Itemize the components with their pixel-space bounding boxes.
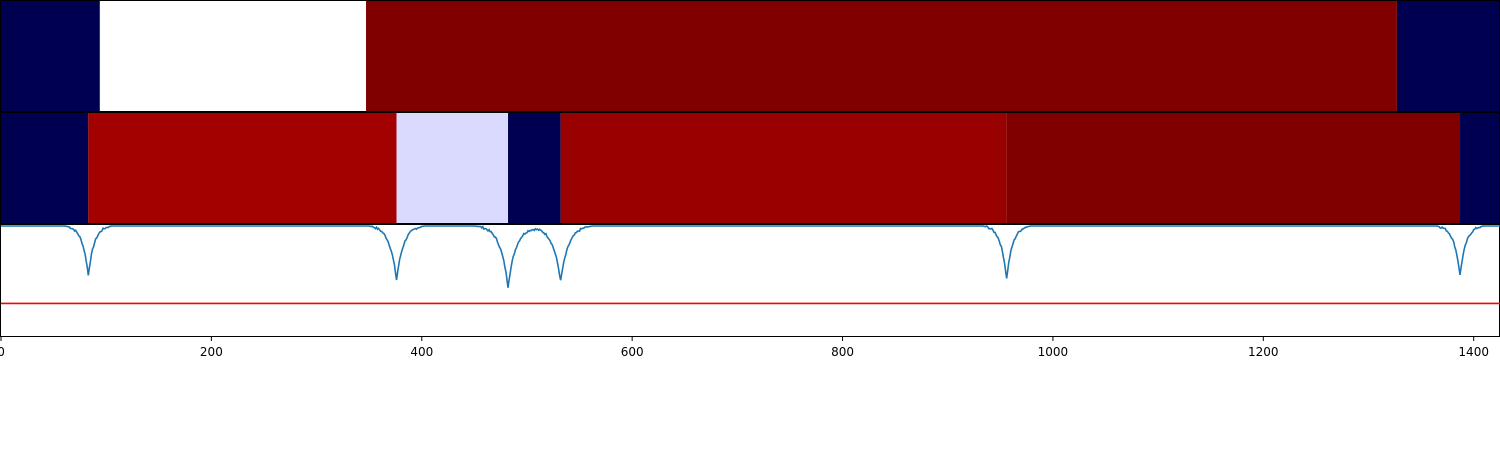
x-axis: 0 200 400 600 800 1000 1200 1400	[0, 337, 1489, 359]
x-tick-label-600: 600	[621, 345, 644, 359]
track-2-segment-1	[1, 113, 89, 224]
track-2-segment-5	[560, 113, 1007, 224]
line-panel-frame	[0, 224, 1500, 337]
x-tick-label-400: 400	[410, 345, 433, 359]
line-series	[1, 225, 1500, 288]
track-1-segment-3	[366, 1, 1397, 112]
track-2	[0, 112, 1500, 224]
track-1	[0, 0, 1500, 112]
x-tick-label-200: 200	[200, 345, 223, 359]
x-tick-label-1200: 1200	[1248, 345, 1279, 359]
track-1-segment-4	[1396, 1, 1500, 112]
track-2-segment-3	[396, 113, 509, 224]
track-2-segment-2	[88, 113, 397, 224]
x-tick-label-800: 800	[831, 345, 854, 359]
track-2-segment-6	[1006, 113, 1461, 224]
x-tick-label-1400: 1400	[1458, 345, 1489, 359]
track-1-segment-1	[1, 1, 100, 112]
x-tick-label-0: 0	[0, 345, 5, 359]
line-panel	[0, 224, 1500, 337]
track-1-segment-2	[99, 1, 367, 112]
x-tick-label-1000: 1000	[1038, 345, 1069, 359]
track-2-segment-4	[508, 113, 561, 224]
segment-tracks	[0, 0, 1500, 224]
track-2-segment-7	[1460, 113, 1500, 224]
